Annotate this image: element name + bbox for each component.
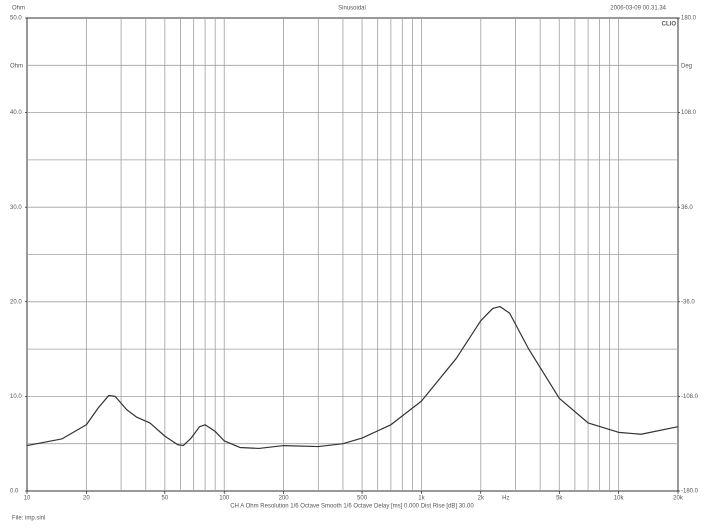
y-tick-label: 20.0 — [10, 299, 22, 305]
x-tick-label: 500 — [357, 496, 368, 502]
chart-title: Sinusoidal — [338, 6, 366, 12]
y2-tick-label: 36.0 — [681, 205, 693, 211]
x-tick-label: 10 — [24, 496, 31, 502]
y2-tick-label: -108.0 — [681, 394, 699, 400]
y-axis-label: Ohm — [10, 64, 23, 70]
y2-tick-label: -36.0 — [681, 299, 695, 305]
y-tick-label: 40.0 — [10, 110, 22, 116]
x-tick-label: 20 — [83, 496, 90, 502]
x-tick-label: 5k — [556, 496, 563, 502]
x-tick-label: 2k — [478, 496, 485, 502]
x-tick-label: 200 — [279, 496, 290, 502]
brand: CLIO — [662, 22, 677, 28]
y-tick-label: 30.0 — [10, 205, 22, 211]
x-axis-label: Hz — [502, 496, 509, 502]
y2-tick-label: 108.0 — [681, 110, 697, 116]
footer: CH A Ohm Resolution 1/6 Octave Smooth 1/… — [230, 504, 474, 510]
y2-tick-label: 180.0 — [681, 16, 697, 22]
y2-tick-label: -180.0 — [681, 489, 699, 495]
header-left: Ohm — [12, 6, 25, 12]
x-tick-label: 1k — [418, 496, 425, 502]
y2-axis-label: Deg — [681, 64, 692, 70]
x-tick-label: 50 — [162, 496, 169, 502]
x-tick-label: 100 — [219, 496, 230, 502]
impedance-curve — [26, 305, 679, 450]
x-tick-label: 20k — [673, 496, 684, 502]
file-name: File: imp.sinl — [12, 516, 45, 522]
y-tick-label: 0.0 — [10, 489, 19, 495]
x-tick-label: 10k — [614, 496, 625, 502]
y-tick-label: 10.0 — [10, 394, 22, 400]
y-tick-label: 50.0 — [10, 16, 22, 22]
header-date: 2006-03-09 00.31.34 — [610, 6, 666, 12]
